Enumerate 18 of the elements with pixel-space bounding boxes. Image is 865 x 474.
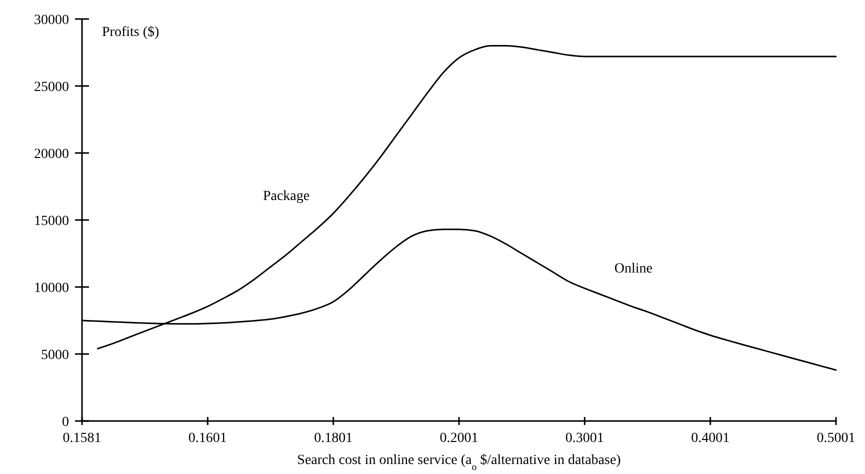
y-tick-label: 15000	[34, 214, 69, 229]
series-label: Online	[614, 261, 652, 276]
y-tick-label: 25000	[34, 80, 69, 95]
x-tick-label: 0.4001	[691, 431, 730, 446]
x-axis-title: Search cost in online service (a$_{o}$ $/alternative in database)	[297, 453, 622, 472]
series-label: Package	[262, 189, 310, 204]
y-tick-label: 30000	[34, 13, 69, 28]
y-tick-label: 20000	[34, 147, 69, 162]
y-tick-label: 0	[62, 415, 69, 430]
y-tick-label: 10000	[34, 281, 69, 296]
x-tick-label: 0.5001	[816, 431, 856, 446]
x-tick-label: 0.2001	[440, 431, 478, 446]
x-tick-label: 0.3001	[565, 431, 604, 446]
x-tick-label: 0.1581	[62, 431, 102, 446]
y-axis-title: Profits ($)	[102, 25, 160, 40]
y-tick-label: 5000	[41, 348, 69, 363]
x-tick-label: 0.1801	[314, 431, 353, 446]
x-tick-label: 0.1601	[188, 431, 227, 446]
